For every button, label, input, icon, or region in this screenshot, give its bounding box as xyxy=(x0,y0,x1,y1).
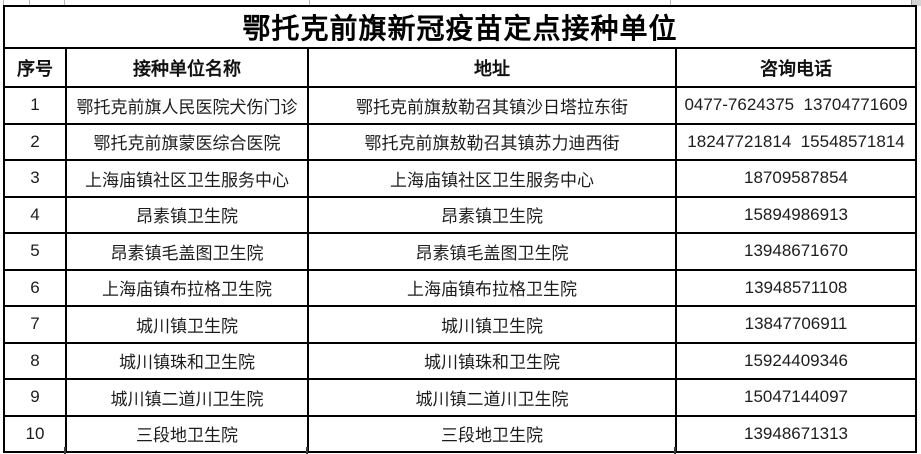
gridline xyxy=(64,0,65,5)
table-row: 10 三段地卫生院 三段地卫生院 13948671313 xyxy=(3,414,918,453)
row-number-cell: 9 xyxy=(3,378,67,417)
row-number-cell: 3 xyxy=(3,159,67,198)
row-number-cell: 5 xyxy=(3,232,67,271)
unit-address-cell: 鄂托克前旗敖勒召其镇苏力迪西街 xyxy=(307,122,677,161)
unit-address-cell: 昂素镇毛盖图卫生院 xyxy=(307,232,677,271)
gridline xyxy=(674,447,676,454)
unit-name-cell: 城川镇二道川卫生院 xyxy=(65,378,309,417)
table-row: 2 鄂托克前旗蒙医综合医院 鄂托克前旗敖勒召其镇苏力迪西街 18247721814 1… xyxy=(3,122,918,161)
row-number-cell: 7 xyxy=(3,305,67,344)
table-title-row: 鄂托克前旗新冠疫苗定点接种单位 xyxy=(2,5,918,49)
gridline-strip-top xyxy=(0,0,921,6)
row-number-cell: 10 xyxy=(3,414,67,453)
row-number-cell: 1 xyxy=(3,86,67,125)
row-number-cell: 4 xyxy=(3,195,67,234)
gridline xyxy=(29,0,30,5)
table-row: 8 城川镇珠和卫生院 城川镇珠和卫生院 15924409346 xyxy=(3,341,918,380)
gridline xyxy=(309,0,310,5)
gridline xyxy=(3,0,4,5)
column-header-address: 地址 xyxy=(307,47,677,88)
unit-phone-cell: 0477-7624375 13704771609 xyxy=(674,86,918,125)
gridline xyxy=(670,0,671,5)
table-row: 1 鄂托克前旗人民医院犬伤门诊 鄂托克前旗敖勒召其镇沙日塔拉东街 0477-76243… xyxy=(3,86,918,125)
unit-address-cell: 上海庙镇布拉格卫生院 xyxy=(307,268,677,307)
unit-phone-cell: 15924409346 xyxy=(674,341,918,380)
unit-phone-cell: 13847706911 xyxy=(674,305,918,344)
gridline-corner-block xyxy=(911,0,921,6)
unit-name-cell: 鄂托克前旗人民医院犬伤门诊 xyxy=(65,86,309,125)
vaccine-table: 鄂托克前旗新冠疫苗定点接种单位 序号 接种单位名称 地址 咨询电话 1 鄂托克前旗人民医… xyxy=(2,5,918,453)
column-header-phone: 咨询电话 xyxy=(674,47,918,88)
unit-phone-cell: 13948671313 xyxy=(674,414,918,453)
table-row: 3 上海庙镇社区卫生服务中心 上海庙镇社区卫生服务中心 18709587854 xyxy=(3,159,918,198)
unit-phone-cell: 18247721814 15548571814 xyxy=(674,122,918,161)
gridline xyxy=(64,447,66,454)
unit-phone-cell: 13948671670 xyxy=(674,232,918,271)
table-row: 6 上海庙镇布拉格卫生院 上海庙镇布拉格卫生院 13948571108 xyxy=(3,268,918,307)
table-row: 5 昂素镇毛盖图卫生院 昂素镇毛盖图卫生院 13948671670 xyxy=(3,232,918,271)
row-number-cell: 8 xyxy=(3,341,67,380)
unit-address-cell: 昂素镇卫生院 xyxy=(307,195,677,234)
unit-name-cell: 城川镇珠和卫生院 xyxy=(65,341,309,380)
table-row: 7 城川镇卫生院 城川镇卫生院 13847706911 xyxy=(3,305,918,344)
unit-phone-cell: 13948571108 xyxy=(674,268,918,307)
unit-address-cell: 城川镇二道川卫生院 xyxy=(307,378,677,417)
table-row: 9 城川镇二道川卫生院 城川镇二道川卫生院 15047144097 xyxy=(3,378,918,417)
row-number-cell: 2 xyxy=(3,122,67,161)
unit-address-cell: 鄂托克前旗敖勒召其镇沙日塔拉东街 xyxy=(307,86,677,125)
unit-name-cell: 昂素镇卫生院 xyxy=(65,195,309,234)
unit-name-cell: 鄂托克前旗蒙医综合医院 xyxy=(65,122,309,161)
gridline xyxy=(306,447,308,454)
unit-name-cell: 上海庙镇社区卫生服务中心 xyxy=(65,159,309,198)
unit-name-cell: 城川镇卫生院 xyxy=(65,305,309,344)
row-number-cell: 6 xyxy=(3,268,67,307)
unit-name-cell: 三段地卫生院 xyxy=(65,414,309,453)
table-row: 4 昂素镇卫生院 昂素镇卫生院 15894986913 xyxy=(3,195,918,234)
column-header-no: 序号 xyxy=(3,47,67,88)
unit-address-cell: 上海庙镇社区卫生服务中心 xyxy=(307,159,677,198)
page-title: 鄂托克前旗新冠疫苗定点接种单位 xyxy=(2,5,918,49)
unit-address-cell: 三段地卫生院 xyxy=(307,414,677,453)
unit-phone-cell: 15894986913 xyxy=(674,195,918,234)
unit-phone-cell: 15047144097 xyxy=(674,378,918,417)
unit-name-cell: 昂素镇毛盖图卫生院 xyxy=(65,232,309,271)
unit-name-cell: 上海庙镇布拉格卫生院 xyxy=(65,268,309,307)
unit-phone-cell: 18709587854 xyxy=(674,159,918,198)
unit-address-cell: 城川镇卫生院 xyxy=(307,305,677,344)
column-header-name: 接种单位名称 xyxy=(65,47,309,88)
unit-address-cell: 城川镇珠和卫生院 xyxy=(307,341,677,380)
table-header-row: 序号 接种单位名称 地址 咨询电话 xyxy=(3,47,918,88)
